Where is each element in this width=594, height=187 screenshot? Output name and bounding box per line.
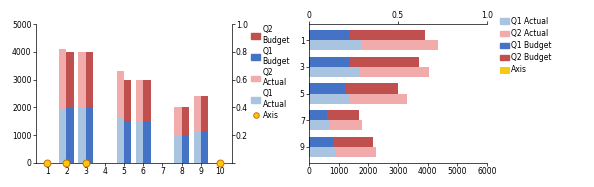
- Bar: [309, 147, 336, 157]
- Bar: [359, 67, 429, 77]
- Bar: [201, 131, 208, 163]
- Bar: [201, 96, 208, 131]
- Bar: [182, 135, 189, 163]
- Bar: [117, 118, 124, 163]
- Bar: [330, 120, 362, 130]
- Bar: [175, 135, 182, 163]
- Bar: [78, 52, 86, 107]
- Bar: [194, 96, 201, 131]
- Bar: [59, 49, 67, 109]
- Bar: [345, 83, 398, 94]
- Bar: [327, 110, 359, 120]
- Bar: [350, 57, 419, 67]
- Bar: [143, 121, 150, 163]
- Bar: [124, 121, 131, 163]
- Bar: [333, 137, 373, 147]
- Bar: [67, 52, 74, 107]
- Bar: [86, 107, 93, 163]
- Bar: [182, 107, 189, 135]
- Bar: [309, 57, 350, 67]
- Bar: [143, 80, 150, 121]
- Bar: [309, 83, 345, 94]
- Bar: [175, 107, 182, 135]
- Bar: [350, 94, 407, 104]
- Bar: [194, 131, 201, 163]
- Legend: Q2
Budget, Q1
Budget, Q2
Actual, Q1
Actual, Axis: Q2 Budget, Q1 Budget, Q2 Actual, Q1 Actu…: [251, 25, 290, 120]
- Bar: [117, 71, 124, 118]
- Bar: [309, 120, 330, 130]
- Bar: [309, 30, 350, 40]
- Bar: [309, 137, 333, 147]
- Bar: [309, 67, 359, 77]
- Bar: [59, 109, 67, 163]
- Bar: [350, 30, 425, 40]
- Bar: [309, 110, 327, 120]
- Bar: [86, 52, 93, 107]
- Bar: [361, 40, 438, 50]
- Bar: [124, 80, 131, 121]
- Bar: [136, 121, 143, 163]
- Bar: [309, 40, 361, 50]
- Bar: [67, 107, 74, 163]
- Bar: [78, 107, 86, 163]
- Bar: [309, 94, 350, 104]
- Bar: [136, 80, 143, 121]
- Legend: Q1 Actual, Q2 Actual, Q1 Budget, Q2 Budget, Axis: Q1 Actual, Q2 Actual, Q1 Budget, Q2 Budg…: [500, 17, 552, 74]
- Bar: [336, 147, 376, 157]
